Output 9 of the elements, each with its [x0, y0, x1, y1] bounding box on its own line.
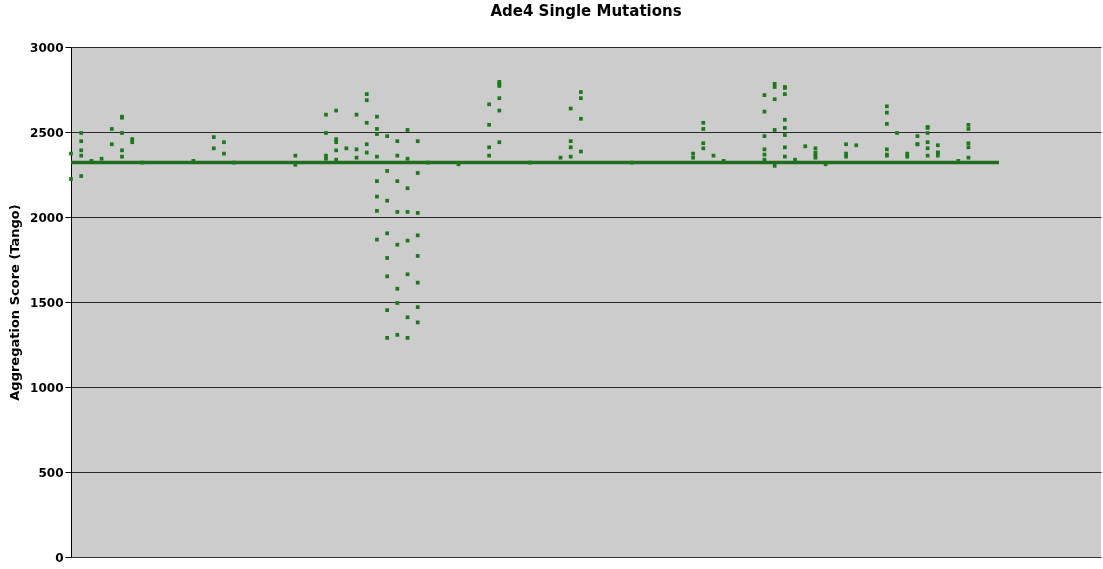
y-tick-label: 2000	[30, 210, 64, 225]
y-axis-title: Aggregation Score (Tango)	[7, 204, 23, 401]
y-tick-label: 500	[38, 465, 64, 480]
y-tick-label: 1000	[30, 380, 64, 395]
y-tick-label: 2500	[30, 125, 64, 140]
y-tick-label: 3000	[30, 40, 64, 55]
chart-title: Ade4 Single Mutations	[490, 2, 682, 20]
y-tick-label: 0	[55, 550, 64, 565]
y-tick-label: 1500	[30, 295, 64, 310]
